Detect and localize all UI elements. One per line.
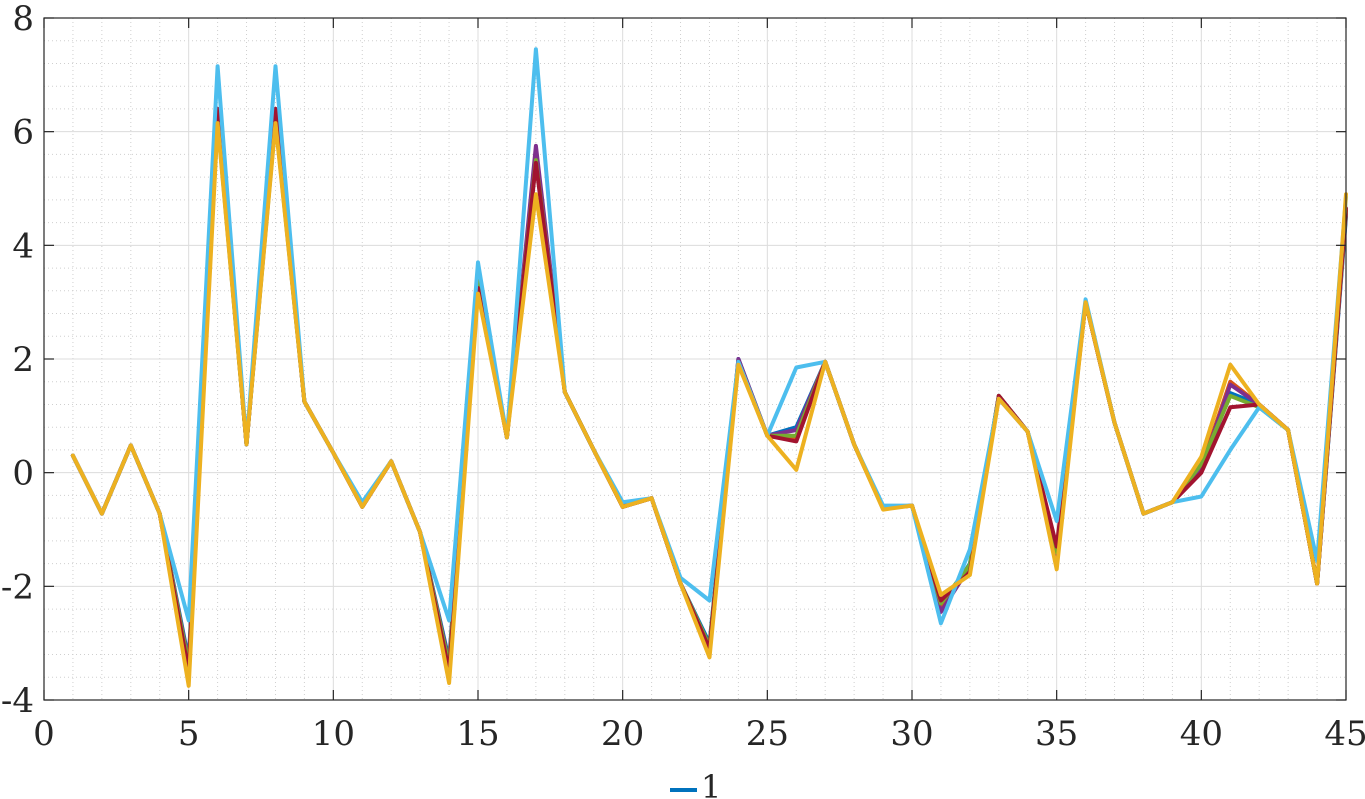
y-tick-label: 0 — [12, 454, 34, 494]
x-tick-label: 35 — [1035, 714, 1078, 754]
x-tick-label: 5 — [178, 714, 200, 754]
x-tick-labels: 0 5 10 15 20 25 30 35 40 45 — [33, 714, 1365, 754]
x-tick-label: 0 — [33, 714, 55, 754]
series-lines — [70, 47, 1348, 688]
x-tick-label: 40 — [1180, 714, 1223, 754]
series-line-7 — [70, 121, 1348, 688]
x-tick-label: 45 — [1324, 714, 1365, 754]
y-tick-label: 2 — [12, 340, 34, 380]
axes-frame — [43, 17, 1347, 701]
y-tick-label: 4 — [12, 226, 34, 266]
x-tick-label: 30 — [890, 714, 933, 754]
y-tick-label: 8 — [12, 0, 34, 39]
y-tick-labels: -4 -2 0 2 4 6 8 — [1, 0, 34, 721]
x-tick-label: 25 — [746, 714, 789, 754]
x-tick-label: 10 — [312, 714, 355, 754]
x-tick-label: 20 — [601, 714, 644, 754]
x-tick-label: 15 — [456, 714, 499, 754]
legend: 1 — [670, 768, 721, 799]
legend-label-1: 1 — [701, 768, 721, 799]
y-tick-label: 6 — [12, 113, 34, 153]
y-tick-label: -4 — [1, 681, 34, 721]
y-tick-label: -2 — [1, 567, 34, 607]
